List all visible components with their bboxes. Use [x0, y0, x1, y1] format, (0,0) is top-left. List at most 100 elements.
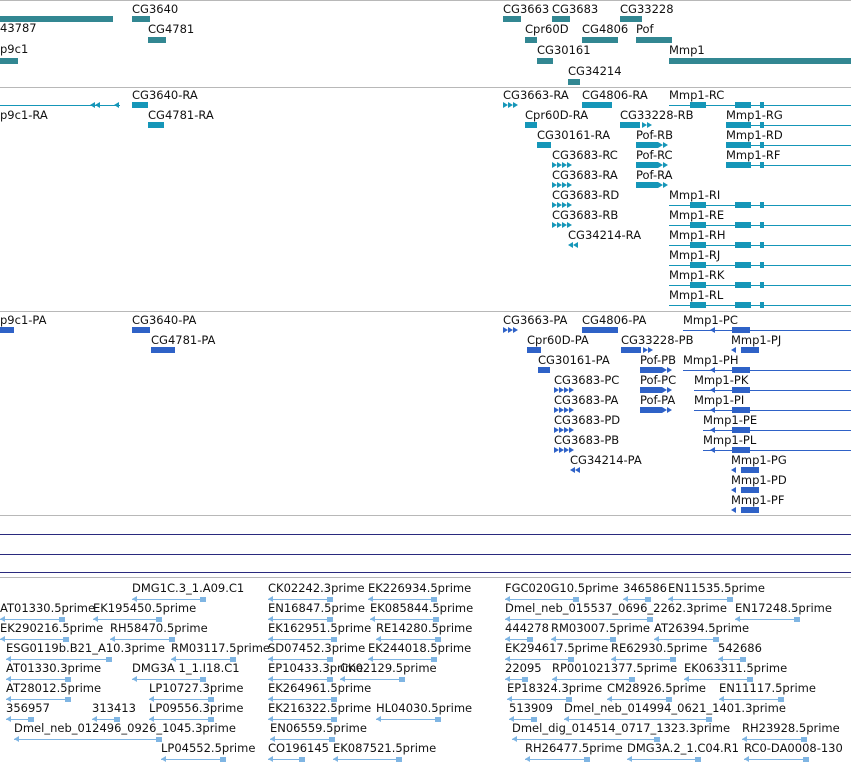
feature-label[interactable]: Mmp1-RG [726, 108, 783, 122]
feature-label[interactable]: EN17248.5prime [735, 601, 832, 615]
feature-label[interactable]: Mmp1-RJ [669, 248, 721, 262]
feature-label[interactable]: EK162951.5prime [268, 621, 372, 635]
feature-label[interactable]: EN11117.5prime [719, 681, 816, 695]
feature-label[interactable]: EK290216.5prime [0, 621, 104, 635]
est-glyph[interactable] [27, 717, 34, 722]
gene-glyph[interactable] [568, 79, 580, 85]
feature-label[interactable]: p9c1 [0, 42, 29, 56]
feature-label[interactable]: p9c1-PA [0, 313, 47, 327]
est-glyph[interactable] [396, 757, 403, 762]
protein-glyph[interactable] [732, 407, 750, 413]
est-glyph[interactable] [331, 637, 338, 642]
feature-label[interactable]: Mmp1-PL [703, 433, 757, 447]
feature-label[interactable]: CG33228-PB [621, 333, 694, 347]
feature-label[interactable]: Mmp1-RE [669, 208, 725, 222]
rna-glyph[interactable] [132, 102, 148, 108]
feature-label[interactable]: Cpr60D [525, 22, 569, 36]
est-glyph[interactable] [64, 677, 71, 682]
rna-glyph[interactable] [726, 122, 742, 128]
est-glyph[interactable] [326, 677, 333, 682]
feature-label[interactable]: HL04030.5prime [376, 701, 473, 715]
feature-label[interactable]: CG30161-RA [537, 128, 611, 142]
protein-glyph[interactable] [640, 407, 662, 413]
est-glyph[interactable] [568, 657, 575, 662]
feature-label[interactable]: CG3683-PC [554, 373, 620, 387]
feature-label[interactable]: CG4806-RA [582, 88, 648, 102]
feature-label[interactable]: CG3640-PA [132, 313, 197, 327]
est-glyph[interactable] [777, 697, 784, 702]
feature-label[interactable]: AT28012.5prime [6, 681, 102, 695]
feature-label[interactable]: CG30161 [537, 43, 591, 57]
feature-label[interactable]: Mmp1-PK [694, 373, 749, 387]
est-glyph[interactable] [229, 657, 236, 662]
est-glyph[interactable] [522, 677, 529, 682]
feature-label[interactable]: LP10727.3prime [149, 681, 244, 695]
est-glyph[interactable] [155, 737, 162, 742]
rna-glyph[interactable] [636, 142, 658, 148]
rna-glyph[interactable] [726, 142, 742, 148]
est-glyph[interactable] [398, 677, 405, 682]
feature-label[interactable]: CG3683-RD [552, 188, 620, 202]
feature-label[interactable]: DMG3A 1_1.I18.C1 [132, 661, 240, 675]
feature-label[interactable]: CK02129.5prime [340, 661, 437, 675]
feature-label[interactable]: Mmp1-RC [669, 88, 725, 102]
protein-glyph[interactable] [527, 347, 541, 353]
est-glyph[interactable] [665, 697, 672, 702]
feature-label[interactable]: RM03117.5prime [171, 641, 270, 655]
feature-label[interactable]: CG3663-PA [503, 313, 568, 327]
feature-label[interactable]: Mmp1-RD [726, 128, 783, 142]
rna-glyph[interactable] [690, 242, 706, 248]
feature-label[interactable]: DMG3A.2_1.C04.R1 [627, 741, 739, 755]
feature-label[interactable]: EP18324.3prime [507, 681, 603, 695]
feature-label[interactable]: Mmp1-PF [731, 493, 785, 507]
est-glyph[interactable] [583, 757, 590, 762]
feature-label[interactable]: 22095 [505, 661, 542, 675]
feature-label[interactable]: EN16847.5prime [268, 601, 365, 615]
feature-label[interactable]: EK195450.5prime [93, 601, 197, 615]
protein-glyph[interactable] [741, 467, 759, 473]
feature-label[interactable]: Cpr60D-PA [527, 333, 589, 347]
feature-label[interactable]: CG3663-RA [503, 88, 569, 102]
feature-label[interactable]: CG4781-RA [148, 108, 214, 122]
protein-glyph[interactable] [151, 347, 175, 353]
protein-glyph[interactable] [132, 327, 150, 333]
feature-label[interactable]: 542686 [718, 641, 762, 655]
est-glyph[interactable] [726, 597, 733, 602]
feature-label[interactable]: Mmp1-RI [669, 188, 721, 202]
gene-glyph[interactable] [0, 16, 113, 22]
protein-glyph[interactable] [732, 427, 750, 433]
est-glyph[interactable] [705, 717, 712, 722]
feature-label[interactable]: Mmp1-PG [731, 453, 787, 467]
protein-glyph[interactable] [732, 327, 750, 333]
feature-label[interactable]: RH26477.5prime [525, 741, 623, 755]
est-glyph[interactable] [207, 717, 214, 722]
protein-glyph[interactable] [0, 327, 14, 333]
rna-glyph[interactable] [537, 142, 551, 148]
feature-label[interactable]: SD07452.3prime [268, 641, 366, 655]
feature-label[interactable]: EK087521.5prime [333, 741, 437, 755]
feature-label[interactable]: CG4806-PA [582, 313, 647, 327]
feature-label[interactable]: CG3683-RB [552, 208, 619, 222]
feature-label[interactable]: Mmp1-PJ [731, 333, 782, 347]
est-glyph[interactable] [113, 717, 120, 722]
feature-label[interactable]: ESG0119b.B21_A10.3prime [6, 641, 165, 655]
feature-label[interactable]: EK063311.5prime [684, 661, 788, 675]
feature-label[interactable]: CG4806 [582, 22, 629, 36]
feature-label[interactable]: LP04552.5prime [161, 741, 256, 755]
feature-label[interactable]: Dmel_dig_014514_0717_1323.3prime [512, 721, 731, 735]
est-glyph[interactable] [712, 637, 719, 642]
feature-label[interactable]: 313413 [92, 701, 136, 715]
feature-label[interactable]: 444278 [505, 621, 549, 635]
feature-label[interactable]: Dmel_neb_012496_0926_1045.3prime [14, 721, 236, 735]
gene-glyph[interactable] [537, 58, 553, 64]
est-glyph[interactable] [646, 617, 653, 622]
est-glyph[interactable] [434, 637, 441, 642]
feature-label[interactable]: EK244018.5prime [368, 641, 472, 655]
est-glyph[interactable] [526, 637, 533, 642]
est-glyph[interactable] [802, 757, 809, 762]
est-glyph[interactable] [199, 597, 206, 602]
est-glyph[interactable] [739, 657, 746, 662]
feature-label[interactable]: Dmel_neb_015537_0696_2262.3prime [505, 601, 727, 615]
est-glyph[interactable] [63, 637, 70, 642]
rna-glyph[interactable] [760, 242, 764, 248]
